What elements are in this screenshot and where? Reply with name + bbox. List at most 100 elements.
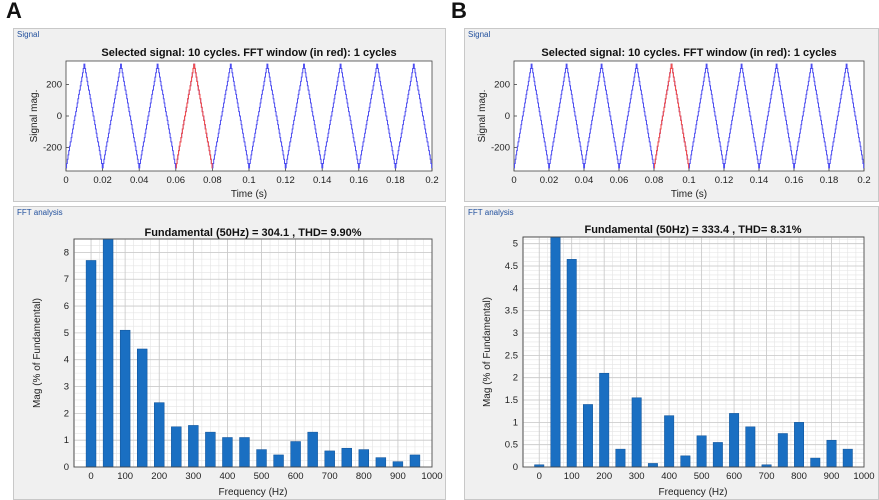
signal-xtick-label: 0.18 — [386, 175, 405, 186]
signal-xtick-label: 0.1 — [682, 175, 695, 186]
signal-xtick-label: 0.14 — [313, 175, 332, 186]
fft-xtick-label: 1000 — [421, 471, 442, 482]
fft-bar — [566, 259, 577, 468]
fft-ytick-label: 6 — [64, 301, 69, 312]
fft-xtick-label: 100 — [117, 471, 133, 482]
signal-xtick-label: 0.02 — [93, 175, 112, 186]
fft-xtick-label: 800 — [356, 471, 372, 482]
fft-xtick-label: 0 — [537, 471, 542, 482]
fft-bar — [615, 448, 626, 468]
fft-ytick-label: 2 — [513, 373, 518, 384]
signal-xtick-label: 0 — [63, 175, 68, 186]
fft-ytick-label: 5 — [64, 328, 69, 339]
fft-ylabel-a: Mag (% of Fundamental) — [32, 298, 43, 408]
signal-xtick-label: 0.14 — [750, 175, 769, 186]
fft-window-line — [653, 63, 690, 169]
fft-ytick-label: 7 — [64, 274, 69, 285]
signal-line — [66, 63, 433, 169]
fft-bar — [599, 372, 610, 468]
signal-xtick-label: 0.06 — [610, 175, 629, 186]
fft-plot-border-b — [522, 236, 865, 468]
signal-xtick-label: 0 — [511, 175, 516, 186]
signal-xtick-label: 0.04 — [130, 175, 149, 186]
signal-box-label-b: Signal — [468, 30, 491, 39]
fft-bar — [842, 448, 853, 468]
fft-xtick-label: 0 — [88, 471, 93, 482]
fft-bar — [794, 422, 805, 468]
fft-xlabel-a: Frequency (Hz) — [219, 487, 288, 498]
fft-bar — [664, 415, 675, 468]
fft-ytick-label: 4.5 — [505, 261, 518, 272]
fft-xtick-label: 200 — [151, 471, 167, 482]
fft-xtick-label: 600 — [288, 471, 304, 482]
signal-xtick-label: 0.06 — [167, 175, 186, 186]
signal-xtick-label: 0.16 — [785, 175, 804, 186]
fft-ytick-label: 1 — [64, 435, 69, 446]
fft-ytick-label: 2.5 — [505, 350, 518, 361]
signal-ytick-label: 0 — [505, 111, 510, 122]
signal-plot-area-b — [513, 60, 865, 172]
fft-xtick-label: 200 — [596, 471, 612, 482]
signal-ytick-label: 200 — [46, 80, 62, 91]
fft-ytick-label: 2 — [64, 408, 69, 419]
fft-xtick-label: 500 — [254, 471, 270, 482]
signal-ytick-label: 0 — [57, 111, 62, 122]
fft-xtick-label: 800 — [791, 471, 807, 482]
fft-xtick-label: 900 — [390, 471, 406, 482]
fft-xtick-label: 700 — [322, 471, 338, 482]
signal-xtick-label: 0.02 — [540, 175, 559, 186]
fft-xlabel-b: Frequency (Hz) — [659, 487, 728, 498]
fft-xtick-label: 400 — [661, 471, 677, 482]
fft-title-b: Fundamental (50Hz) = 333.4 , THD= 8.31% — [584, 224, 801, 236]
signal-xtick-label: 0.08 — [203, 175, 222, 186]
signal-xtick-label: 0.04 — [575, 175, 594, 186]
fft-ylabel-b: Mag (% of Fundamental) — [482, 297, 493, 407]
fft-xtick-label: 100 — [564, 471, 580, 482]
signal-xlabel-a: Time (s) — [231, 189, 267, 200]
fft-bar — [777, 433, 788, 468]
signal-title-b: Selected signal: 10 cycles. FFT window (… — [541, 47, 836, 59]
fft-box-label-a: FFT analysis — [17, 208, 63, 217]
panel-separator — [447, 0, 453, 499]
signal-ylabel-b: Signal mag. — [477, 90, 488, 143]
fft-ytick-label: 1.5 — [505, 395, 518, 406]
fft-plot-border-a — [73, 238, 433, 468]
fft-bar — [745, 426, 756, 468]
fft-xtick-label: 300 — [629, 471, 645, 482]
fft-box-label-b: FFT analysis — [468, 208, 514, 217]
fft-window-line — [175, 63, 213, 169]
signal-title-a: Selected signal: 10 cycles. FFT window (… — [101, 47, 396, 59]
fft-bar — [729, 413, 740, 468]
fft-ytick-label: 4 — [513, 283, 518, 294]
fft-ytick-label: 3.5 — [505, 306, 518, 317]
fft-bar — [826, 439, 837, 468]
signal-xtick-label: 0.08 — [645, 175, 664, 186]
fft-ytick-label: 0.5 — [505, 440, 518, 451]
signal-ylabel-a: Signal mag. — [29, 90, 40, 143]
fft-title-a: Fundamental (50Hz) = 304.1 , THD= 9.90% — [144, 227, 361, 239]
fft-xtick-label: 400 — [219, 471, 235, 482]
fft-ytick-label: 0 — [513, 462, 518, 473]
fft-bar — [696, 435, 707, 468]
fft-ytick-label: 4 — [64, 355, 69, 366]
signal-xtick-label: 0.2 — [425, 175, 438, 186]
fft-ytick-label: 3 — [64, 382, 69, 393]
signal-xtick-label: 0.2 — [857, 175, 870, 186]
fft-bar — [647, 463, 658, 468]
fft-ytick-label: 8 — [64, 247, 69, 258]
fft-ytick-label: 5 — [513, 239, 518, 250]
fft-bar — [810, 457, 821, 468]
signal-ytick-label: -200 — [491, 142, 510, 153]
fft-bar — [550, 236, 561, 468]
fft-bar — [582, 404, 593, 468]
figure-label-b: B — [451, 0, 467, 23]
fft-ytick-label: 3 — [513, 328, 518, 339]
signal-xtick-label: 0.16 — [350, 175, 369, 186]
signal-box-label-a: Signal — [17, 30, 40, 39]
fft-xtick-label: 300 — [185, 471, 201, 482]
signal-ytick-label: 200 — [494, 80, 510, 91]
fft-xtick-label: 500 — [694, 471, 710, 482]
signal-xtick-label: 0.1 — [242, 175, 255, 186]
